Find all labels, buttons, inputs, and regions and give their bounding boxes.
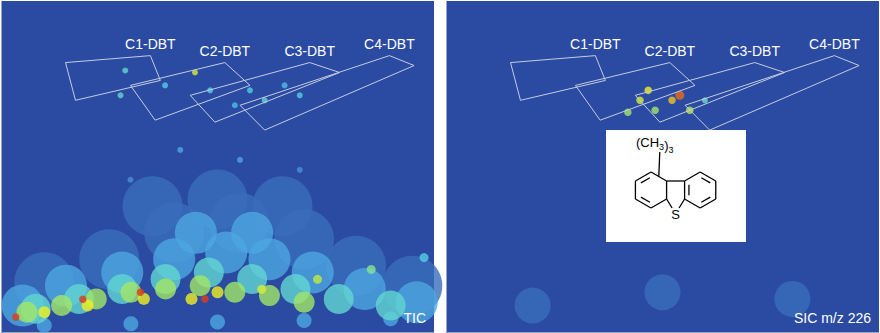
svg-text:C4-DBT: C4-DBT [364, 36, 415, 52]
svg-text:C1-DBT: C1-DBT [570, 36, 621, 52]
svg-text:C1-DBT: C1-DBT [125, 36, 176, 52]
svg-text:C2-DBT: C2-DBT [645, 43, 696, 59]
svg-text:C3-DBT: C3-DBT [729, 43, 780, 59]
svg-text:C3-DBT: C3-DBT [284, 43, 335, 59]
svg-text:TIC: TIC [403, 310, 426, 326]
svg-text:(CH3)3: (CH3)3 [636, 135, 673, 155]
svg-text:C2-DBT: C2-DBT [200, 43, 251, 59]
svg-text:C4-DBT: C4-DBT [809, 36, 860, 52]
svg-text:S: S [671, 207, 680, 222]
svg-text:SIC m/z 226: SIC m/z 226 [794, 310, 871, 326]
